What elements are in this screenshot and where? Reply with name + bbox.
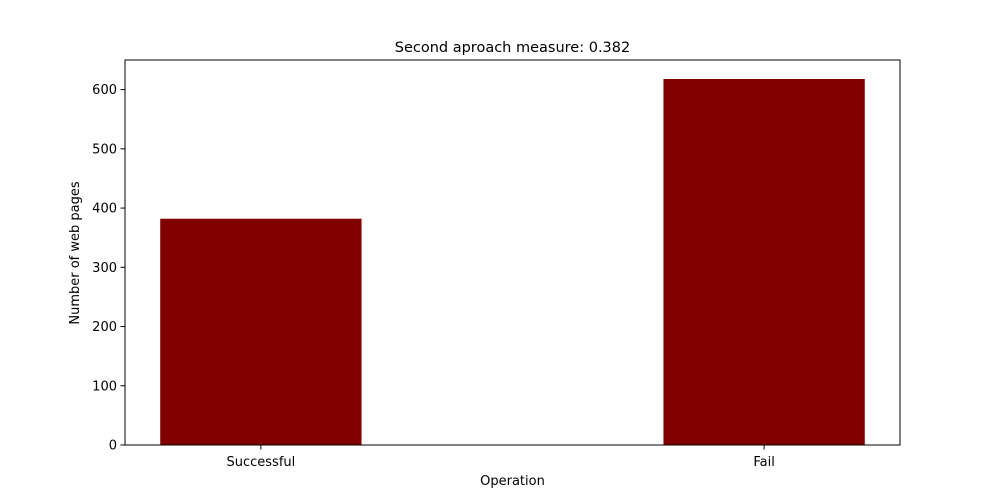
bar-successful bbox=[160, 218, 362, 445]
y-tick-label: 400 bbox=[92, 202, 117, 217]
chart-title: Second aproach measure: 0.382 bbox=[395, 40, 630, 56]
axes-frame bbox=[124, 59, 901, 446]
x-axis-label: Operation bbox=[480, 474, 545, 489]
x-tick-label: Successful bbox=[226, 455, 295, 470]
y-tick-label: 0 bbox=[109, 439, 117, 454]
y-tick-label: 600 bbox=[92, 83, 117, 98]
x-tick-label: Fail bbox=[753, 455, 774, 470]
y-tick-label: 200 bbox=[92, 320, 117, 335]
bar-fail bbox=[663, 78, 865, 445]
plot-area: 0 100 200 300 400 500 600 Successful Fail bbox=[92, 59, 901, 470]
y-tick-label: 300 bbox=[92, 261, 117, 276]
y-tick-label: 500 bbox=[92, 142, 117, 157]
y-axis-label: Number of web pages bbox=[68, 181, 83, 325]
y-tick-label: 100 bbox=[92, 379, 117, 394]
